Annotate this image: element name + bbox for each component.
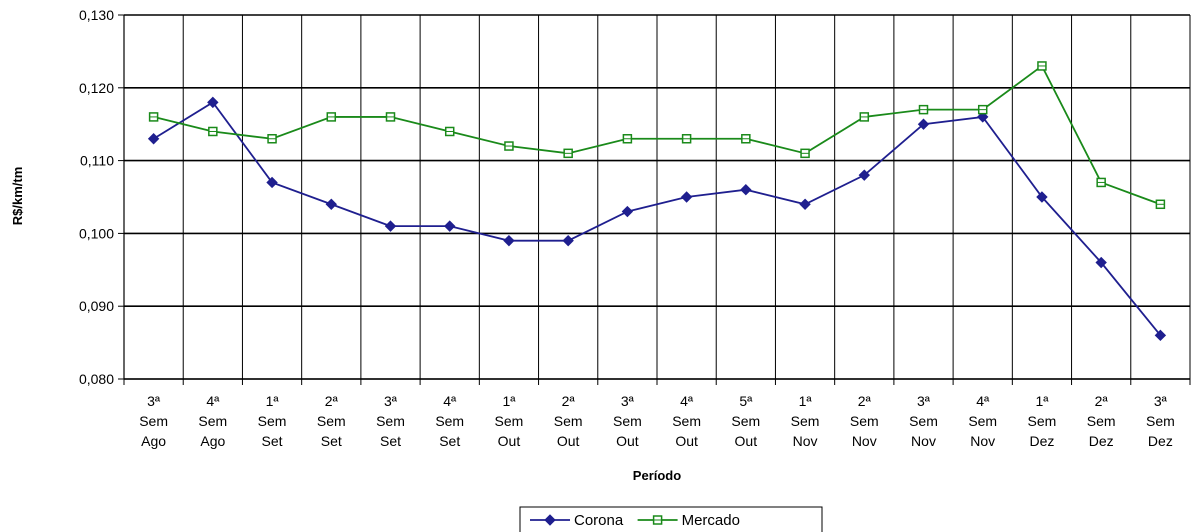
x-tick-label: Ago bbox=[200, 433, 225, 449]
x-tick-label: Sem bbox=[435, 413, 464, 429]
x-tick-label: 3ª bbox=[621, 393, 635, 409]
x-tick-label: Set bbox=[439, 433, 460, 449]
data-point-corona bbox=[384, 220, 397, 232]
data-point-corona bbox=[621, 205, 634, 218]
x-tick-label: 4ª bbox=[680, 393, 694, 409]
x-tick-label: Out bbox=[735, 433, 758, 449]
x-tick-label: Sem bbox=[1146, 413, 1175, 429]
grid-lines bbox=[124, 14, 1191, 380]
x-tick-label: 3ª bbox=[147, 393, 161, 409]
x-tick-label: Sem bbox=[198, 413, 227, 429]
data-point-corona bbox=[917, 118, 930, 130]
x-tick-label: Nov bbox=[911, 433, 936, 449]
y-tick-label: 0,100 bbox=[79, 225, 114, 241]
x-tick-label: Sem bbox=[376, 413, 405, 429]
x-tick-label: Sem bbox=[791, 413, 820, 429]
data-point-corona bbox=[799, 198, 811, 210]
y-tick-label: 0,090 bbox=[79, 298, 114, 314]
legend-label-mercado: Mercado bbox=[682, 512, 740, 529]
x-tick-label: Out bbox=[498, 433, 521, 449]
data-point-corona bbox=[1154, 329, 1167, 342]
data-point-corona bbox=[740, 184, 752, 196]
data-point-corona bbox=[325, 198, 337, 210]
data-point-corona bbox=[147, 133, 160, 145]
x-tick-label: Sem bbox=[613, 413, 642, 429]
x-tick-label: 4ª bbox=[443, 393, 457, 409]
x-tick-label: Nov bbox=[970, 433, 995, 449]
x-tick-label: Sem bbox=[850, 413, 879, 429]
data-point-corona bbox=[562, 234, 574, 247]
x-tick-label: Sem bbox=[317, 413, 346, 429]
data-point-corona bbox=[266, 176, 278, 189]
x-tick-label: Out bbox=[616, 433, 639, 449]
legend-marker-corona bbox=[544, 514, 556, 526]
x-tick-label: 1ª bbox=[799, 393, 813, 409]
data-point-corona bbox=[1095, 256, 1107, 269]
x-tick-label: 1ª bbox=[502, 393, 516, 409]
x-tick-label: Sem bbox=[139, 413, 168, 429]
x-tick-label: Sem bbox=[1087, 413, 1116, 429]
legend: Corona Mercado bbox=[519, 506, 823, 532]
x-tick-label: Sem bbox=[554, 413, 583, 429]
x-tick-label: 3ª bbox=[1154, 393, 1168, 409]
y-tick-label: 0,120 bbox=[79, 80, 114, 96]
x-tick-label: 2ª bbox=[858, 393, 872, 409]
y-axis-title: R$/km/tm bbox=[10, 167, 25, 226]
series-group bbox=[147, 61, 1167, 342]
x-tick-label: 4ª bbox=[206, 393, 220, 409]
series-line-mercado bbox=[153, 64, 1161, 206]
x-tick-label: 3ª bbox=[384, 393, 398, 409]
x-tick-label: Nov bbox=[852, 433, 877, 449]
series-line-corona bbox=[153, 101, 1162, 336]
x-tick-label: 2ª bbox=[325, 393, 339, 409]
y-tick-labels: 0,080 0,090 0,100 0,110 0,120 0,130 bbox=[79, 7, 114, 387]
data-point-corona bbox=[680, 191, 693, 203]
data-point-corona bbox=[207, 96, 219, 109]
x-tick-label: Dez bbox=[1029, 433, 1054, 449]
x-tick-label: Ago bbox=[141, 433, 166, 449]
legend-label-corona: Corona bbox=[574, 512, 624, 529]
x-tick-label: 4ª bbox=[976, 393, 990, 409]
x-tick-label: Sem bbox=[909, 413, 938, 429]
x-tick-label: Out bbox=[675, 433, 698, 449]
x-tick-label: 1ª bbox=[266, 393, 280, 409]
x-tick-label: 1ª bbox=[1035, 393, 1049, 409]
data-point-corona bbox=[503, 234, 515, 247]
x-tick-label: Nov bbox=[793, 433, 818, 449]
data-point-corona bbox=[444, 220, 456, 232]
x-tick-label: Sem bbox=[731, 413, 760, 429]
x-tick-label: 3ª bbox=[917, 393, 931, 409]
data-point-corona bbox=[1036, 191, 1048, 203]
x-tick-label: Set bbox=[321, 433, 342, 449]
x-tick-labels: 3ª Sem Ago 4ª Sem Ago 1ª Sem Set 2ª Sem Set 3ª Sem Set… bbox=[139, 393, 1175, 449]
x-tick-label: Sem bbox=[672, 413, 701, 429]
x-tick-label: Dez bbox=[1089, 433, 1114, 449]
x-tick-label: Sem bbox=[968, 413, 997, 429]
data-point-corona bbox=[977, 111, 989, 123]
y-tick-label: 0,080 bbox=[79, 371, 114, 387]
x-tick-label: Sem bbox=[1028, 413, 1057, 429]
x-tick-label: Sem bbox=[495, 413, 524, 429]
x-axis-title: Período bbox=[633, 468, 681, 483]
x-tick-label: Sem bbox=[258, 413, 287, 429]
data-point-corona bbox=[858, 169, 870, 181]
x-tick-label: Dez bbox=[1148, 433, 1173, 449]
x-tick-label: Set bbox=[262, 433, 283, 449]
x-tick-label: Out bbox=[557, 433, 580, 449]
axes bbox=[118, 14, 1191, 385]
x-tick-label: 5ª bbox=[739, 393, 753, 409]
x-tick-label: 2ª bbox=[1095, 393, 1109, 409]
y-tick-label: 0,130 bbox=[79, 7, 114, 23]
x-tick-label: Set bbox=[380, 433, 401, 449]
y-tick-label: 0,110 bbox=[80, 153, 114, 169]
x-tick-label: 2ª bbox=[562, 393, 576, 409]
